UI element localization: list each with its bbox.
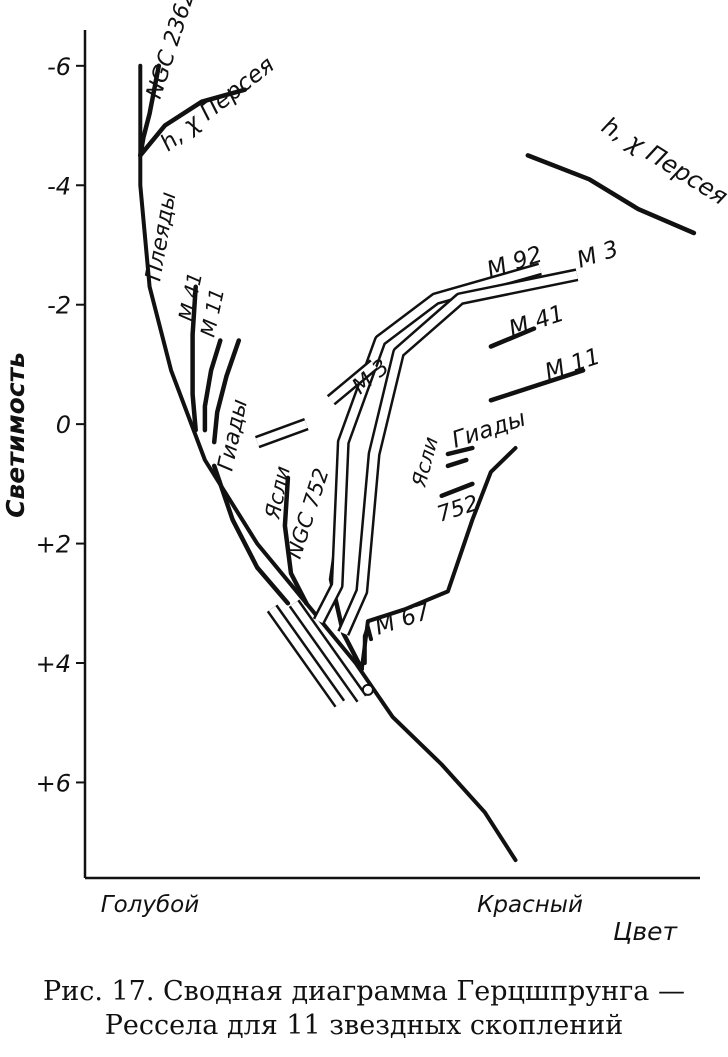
series-band-fill bbox=[339, 270, 578, 635]
y-tick-label: 0 bbox=[56, 411, 71, 439]
series-line-3 bbox=[190, 284, 198, 433]
annotation-label: M 41 bbox=[506, 301, 568, 343]
annotation-label: Ясли bbox=[406, 434, 443, 490]
y-tick-label: +6 bbox=[36, 769, 71, 797]
hr-diagram: -6 -4 -2 0 +2 +4 +6 Светимость Голубой Красный Цве… bbox=[1, 0, 728, 946]
annotation-label: Плеяды bbox=[141, 190, 181, 283]
series-line-17 bbox=[488, 368, 586, 403]
x-tick-label-red: Красный bbox=[477, 892, 583, 918]
caption-line-2: Рессела для 11 звездных скоплений bbox=[104, 1010, 624, 1041]
annotation-label: Гиады bbox=[449, 406, 529, 454]
y-tick-label: +4 bbox=[36, 650, 71, 678]
series-line-2 bbox=[525, 153, 697, 236]
turnoff-marker bbox=[361, 683, 374, 696]
y-axis-label: Светимость bbox=[1, 352, 30, 518]
series-line-14 bbox=[254, 417, 309, 449]
x-axis-label: Цвет bbox=[613, 917, 679, 946]
series-line-16 bbox=[488, 326, 537, 349]
y-tick-label: -4 bbox=[47, 172, 71, 200]
series-line-15 bbox=[326, 359, 379, 406]
series-band-fill bbox=[268, 605, 344, 707]
figure-caption: Рис. 17. Сводная диаграмма Герцшпрунга —… bbox=[0, 975, 728, 1043]
annotation-label: M 3 bbox=[574, 236, 622, 274]
series-line-12 bbox=[312, 262, 542, 625]
annotation-label: NGC 2362 bbox=[142, 0, 200, 102]
series-line-5 bbox=[211, 338, 242, 445]
annotation-label: M 11 bbox=[542, 344, 604, 386]
series-line-11 bbox=[138, 63, 518, 863]
annotation-label: Ясли bbox=[260, 464, 295, 522]
series-line-19 bbox=[445, 457, 469, 469]
series-band-fill bbox=[315, 265, 542, 624]
series-line-4 bbox=[202, 338, 223, 433]
series-line-13 bbox=[337, 268, 579, 636]
caption-line-1: Рис. 17. Сводная диаграмма Герцшпрунга — bbox=[43, 976, 685, 1007]
series-layer bbox=[138, 63, 697, 863]
series-line-9 bbox=[359, 446, 518, 671]
annotation-label: M 67 bbox=[372, 598, 434, 640]
series-band-fill bbox=[328, 361, 377, 404]
x-tick-label-blue: Голубой bbox=[101, 892, 199, 918]
series-line-1 bbox=[138, 87, 248, 158]
series-line-20 bbox=[439, 481, 475, 499]
series-line-7 bbox=[282, 475, 309, 606]
series-band-fill bbox=[290, 600, 366, 702]
subgiant-block-2 bbox=[266, 604, 346, 708]
y-tick-label: -2 bbox=[47, 292, 71, 320]
y-tick-label: +2 bbox=[36, 531, 71, 559]
series-line-10 bbox=[362, 625, 373, 665]
series-band-fill bbox=[255, 420, 308, 446]
series-line-21 bbox=[288, 599, 368, 703]
axes: -6 -4 -2 0 +2 +4 +6 Светимость Голубой Красный Цве… bbox=[1, 30, 700, 946]
y-tick-label: -6 bbox=[47, 53, 71, 81]
series-line-18 bbox=[445, 445, 475, 457]
